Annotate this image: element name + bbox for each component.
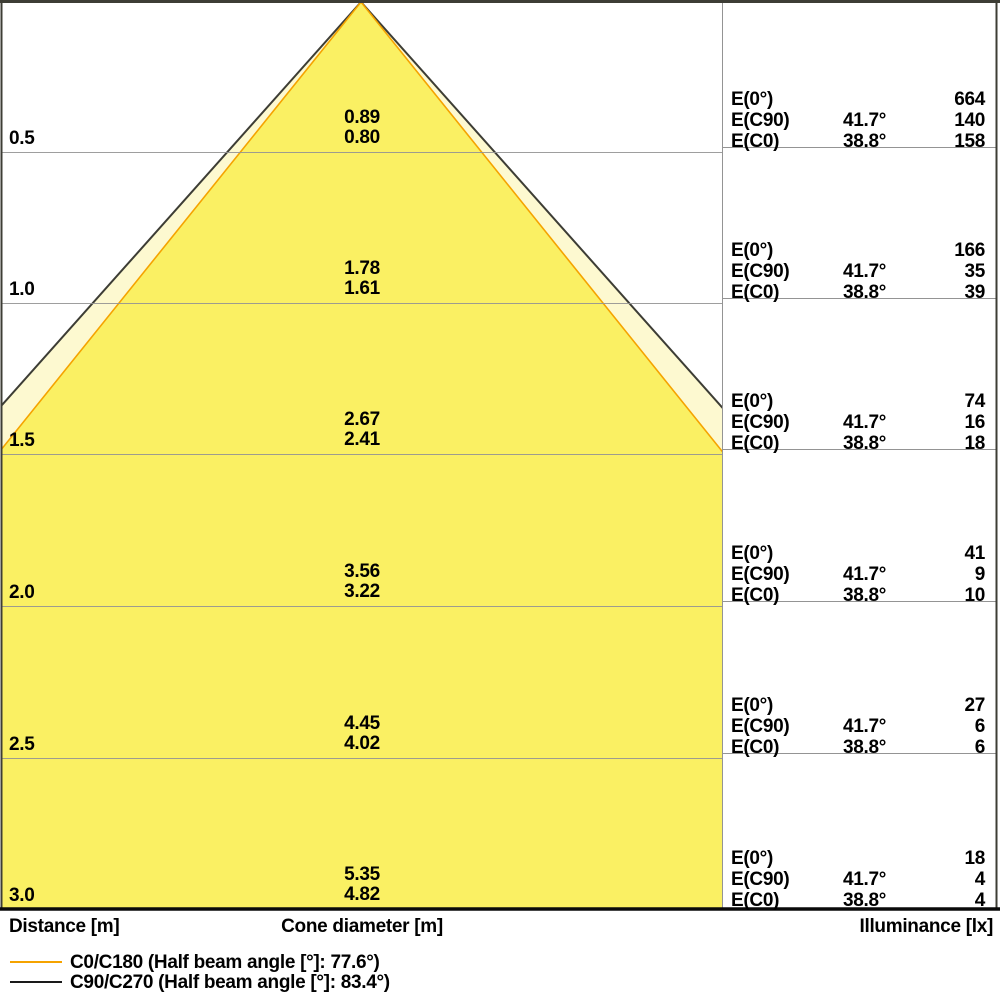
cone-diameter-c90: 0.89 bbox=[344, 107, 380, 128]
ec0-value: 18 bbox=[964, 433, 985, 454]
ec0-value: 158 bbox=[954, 131, 985, 152]
cone-diameter-values: 0.89 0.80 bbox=[262, 108, 462, 147]
cone-diameter-c0: 2.41 bbox=[344, 428, 380, 450]
distance-axis-label: Distance [m] bbox=[9, 916, 120, 937]
c90-angle: 41.7° bbox=[843, 716, 887, 737]
e0-label: E(0°) bbox=[731, 391, 773, 412]
cone-diameter-c90: 3.56 bbox=[344, 561, 380, 582]
cone-diameter-c90: 1.78 bbox=[344, 258, 380, 279]
legend-c0-label: C0/C180 (Half beam angle [°]: 77.6°) bbox=[70, 952, 380, 973]
ec0-label: E(C0) bbox=[731, 131, 780, 152]
ec0-value: 4 bbox=[974, 890, 986, 911]
illuminance-axis-label: Illuminance [lx] bbox=[859, 916, 993, 937]
illuminance-block: E(0°) 166 E(C90) 41.7° 35 E(C0) 38.8° 39 bbox=[722, 240, 998, 303]
ec0-label: E(C0) bbox=[731, 282, 780, 303]
c0-angle: 38.8° bbox=[843, 433, 887, 454]
e0-value: 74 bbox=[964, 391, 985, 412]
cone-diameter-values: 1.78 1.61 bbox=[262, 259, 462, 298]
illuminance-block: E(0°) 74 E(C90) 41.7° 16 E(C0) 38.8° 18 bbox=[722, 391, 998, 454]
cone-diameter-c0: 1.61 bbox=[344, 277, 380, 299]
c90-angle: 41.7° bbox=[843, 869, 887, 890]
e0-label: E(0°) bbox=[731, 89, 773, 110]
ec90-label: E(C90) bbox=[731, 869, 790, 890]
distance-tick: 2.5 bbox=[9, 734, 35, 755]
table-separators bbox=[722, 147, 997, 754]
c90-angle: 41.7° bbox=[843, 412, 887, 433]
legend-c90-label: C90/C270 (Half beam angle [°]: 83.4°) bbox=[70, 972, 390, 993]
cone-diameter-c0: 3.22 bbox=[344, 580, 380, 602]
ec90-label: E(C90) bbox=[731, 261, 790, 282]
ec0-value: 6 bbox=[974, 737, 986, 758]
c0-line-swatch bbox=[10, 961, 62, 963]
cone-diameter-values: 5.35 4.82 bbox=[262, 865, 462, 904]
cone-diameter-c90: 4.45 bbox=[344, 713, 380, 734]
ec0-label: E(C0) bbox=[731, 433, 780, 454]
e0-value: 166 bbox=[954, 240, 985, 261]
ec90-label: E(C90) bbox=[731, 564, 790, 585]
distance-tick: 3.0 bbox=[9, 885, 35, 906]
cone-diameter-c0: 4.02 bbox=[344, 732, 380, 754]
distance-gridlines bbox=[1, 152, 722, 759]
e0-label: E(0°) bbox=[731, 695, 773, 716]
c90-angle: 41.7° bbox=[843, 110, 887, 131]
e0-label: E(0°) bbox=[731, 240, 773, 261]
c0-angle: 38.8° bbox=[843, 585, 887, 606]
c0-angle: 38.8° bbox=[843, 890, 887, 911]
c0-angle: 38.8° bbox=[843, 131, 887, 152]
e0-value: 27 bbox=[964, 695, 985, 716]
c90-angle: 41.7° bbox=[843, 261, 887, 282]
ec90-value: 35 bbox=[964, 261, 985, 282]
c90-line-swatch bbox=[10, 981, 62, 983]
illuminance-block: E(0°) 664 E(C90) 41.7° 140 E(C0) 38.8° 158 bbox=[722, 89, 998, 152]
illuminance-block: E(0°) 27 E(C90) 41.7° 6 E(C0) 38.8° 6 bbox=[722, 695, 998, 758]
illuminance-block: E(0°) 18 E(C90) 41.7° 4 E(C0) 38.8° 4 bbox=[722, 848, 998, 911]
c90-angle: 41.7° bbox=[843, 564, 887, 585]
cone-diameter-c0: 4.82 bbox=[344, 883, 380, 905]
cone-diameter-values: 2.67 2.41 bbox=[262, 410, 462, 449]
ec0-label: E(C0) bbox=[731, 585, 780, 606]
e0-label: E(0°) bbox=[731, 848, 773, 869]
e0-value: 41 bbox=[964, 543, 985, 564]
cone-diameter-values: 4.45 4.02 bbox=[262, 714, 462, 753]
ec0-value: 39 bbox=[964, 282, 985, 303]
e0-label: E(0°) bbox=[731, 543, 773, 564]
distance-tick: 1.0 bbox=[9, 279, 35, 300]
cone-diameter-c0: 0.80 bbox=[344, 126, 380, 148]
ec90-value: 140 bbox=[954, 110, 985, 131]
distance-tick: 2.0 bbox=[9, 582, 35, 603]
ec90-value: 16 bbox=[964, 412, 985, 433]
ec90-value: 6 bbox=[974, 716, 986, 737]
cone-diameter-values: 3.56 3.22 bbox=[262, 562, 462, 601]
ec90-label: E(C90) bbox=[731, 412, 790, 433]
distance-tick: 0.5 bbox=[9, 128, 35, 149]
ec90-label: E(C90) bbox=[731, 110, 790, 131]
ec90-value: 9 bbox=[974, 564, 986, 585]
cone-plot bbox=[0, 0, 1000, 911]
legend: C0/C180 (Half beam angle [°]: 77.6°) C90… bbox=[10, 952, 610, 993]
ec0-value: 10 bbox=[964, 585, 985, 606]
ec0-label: E(C0) bbox=[731, 737, 780, 758]
distance-tick: 1.5 bbox=[9, 430, 35, 451]
cone-diameter-c90: 2.67 bbox=[344, 409, 380, 430]
e0-value: 664 bbox=[954, 89, 985, 110]
illuminance-block: E(0°) 41 E(C90) 41.7° 9 E(C0) 38.8° 10 bbox=[722, 543, 998, 606]
e0-value: 18 bbox=[964, 848, 985, 869]
c0-angle: 38.8° bbox=[843, 737, 887, 758]
ec90-label: E(C90) bbox=[731, 716, 790, 737]
ec0-label: E(C0) bbox=[731, 890, 780, 911]
c0-angle: 38.8° bbox=[843, 282, 887, 303]
frame bbox=[0, 0, 1000, 911]
cone-diameter-c90: 5.35 bbox=[344, 864, 380, 885]
cone-diameter-axis-label: Cone diameter [m] bbox=[281, 916, 443, 937]
ec90-value: 4 bbox=[974, 869, 986, 890]
